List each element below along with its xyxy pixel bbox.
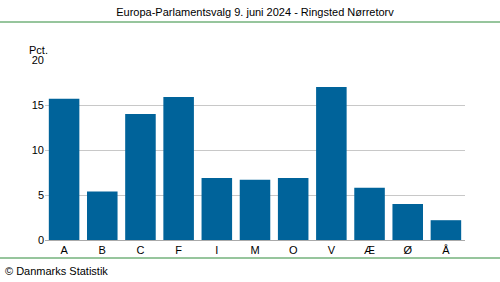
svg-text:Pct.: Pct.: [29, 44, 48, 56]
svg-text:0: 0: [38, 234, 44, 246]
svg-text:I: I: [215, 244, 218, 256]
svg-text:C: C: [136, 244, 144, 256]
svg-text:Europa-Parlamentsvalg 9. juni: Europa-Parlamentsvalg 9. juni 2024 - Rin…: [116, 6, 394, 18]
svg-text:15: 15: [32, 99, 44, 111]
svg-text:20: 20: [32, 54, 44, 66]
svg-text:O: O: [289, 244, 298, 256]
svg-text:A: A: [60, 244, 68, 256]
svg-text:Å: Å: [442, 244, 450, 256]
svg-text:10: 10: [32, 144, 44, 156]
svg-text:M: M: [250, 244, 259, 256]
svg-text:Æ: Æ: [364, 244, 375, 256]
svg-text:Ø: Ø: [403, 244, 412, 256]
svg-text:B: B: [99, 244, 106, 256]
svg-text:© Danmarks Statistik: © Danmarks Statistik: [5, 265, 108, 277]
svg-text:F: F: [175, 244, 182, 256]
svg-text:5: 5: [38, 189, 44, 201]
svg-text:V: V: [328, 244, 336, 256]
